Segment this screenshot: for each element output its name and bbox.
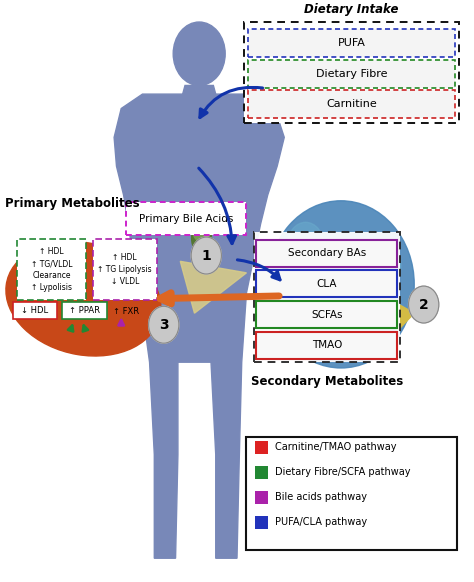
Circle shape xyxy=(288,222,323,266)
Text: PUFA: PUFA xyxy=(337,38,365,48)
Text: Secondary BAs: Secondary BAs xyxy=(288,248,366,258)
FancyBboxPatch shape xyxy=(244,22,459,123)
Text: 1: 1 xyxy=(201,249,211,262)
Ellipse shape xyxy=(191,222,211,254)
FancyBboxPatch shape xyxy=(256,301,397,328)
Circle shape xyxy=(336,239,366,276)
Circle shape xyxy=(173,22,225,86)
Text: SCFAs: SCFAs xyxy=(311,310,343,320)
FancyBboxPatch shape xyxy=(126,202,246,235)
Text: 2: 2 xyxy=(419,297,428,311)
FancyBboxPatch shape xyxy=(62,301,107,319)
Polygon shape xyxy=(180,261,246,313)
Circle shape xyxy=(341,293,363,320)
FancyBboxPatch shape xyxy=(17,239,86,300)
Text: Dietary Fibre/SCFA pathway: Dietary Fibre/SCFA pathway xyxy=(275,467,410,477)
Text: Carnitine/TMAO pathway: Carnitine/TMAO pathway xyxy=(275,442,396,452)
FancyBboxPatch shape xyxy=(255,491,268,504)
Text: ↓ HDL: ↓ HDL xyxy=(21,306,48,315)
Circle shape xyxy=(316,275,358,327)
Circle shape xyxy=(409,286,439,323)
Circle shape xyxy=(344,246,370,278)
Circle shape xyxy=(314,285,335,310)
FancyBboxPatch shape xyxy=(248,29,456,57)
Text: Dietary Fibre: Dietary Fibre xyxy=(316,69,387,79)
Circle shape xyxy=(302,253,334,292)
FancyBboxPatch shape xyxy=(248,59,456,88)
FancyBboxPatch shape xyxy=(246,437,457,549)
Circle shape xyxy=(369,246,401,285)
FancyBboxPatch shape xyxy=(256,240,397,267)
Text: ↑ FXR: ↑ FXR xyxy=(113,307,139,316)
Text: Primary Metabolites: Primary Metabolites xyxy=(5,197,140,210)
Text: Bile acids pathway: Bile acids pathway xyxy=(275,492,367,502)
Circle shape xyxy=(149,306,179,343)
Text: ↑ HDL
↑ TG Lipolysis
↓ VLDL: ↑ HDL ↑ TG Lipolysis ↓ VLDL xyxy=(98,253,152,286)
Text: Secondary Metabolites: Secondary Metabolites xyxy=(251,375,403,388)
Ellipse shape xyxy=(6,242,161,356)
Polygon shape xyxy=(182,86,216,94)
FancyBboxPatch shape xyxy=(254,232,400,362)
Ellipse shape xyxy=(268,201,414,368)
Polygon shape xyxy=(379,293,414,331)
Text: Primary Bile Acids: Primary Bile Acids xyxy=(139,214,233,223)
Text: ↑ PPAR: ↑ PPAR xyxy=(69,306,100,315)
Polygon shape xyxy=(114,94,284,558)
FancyBboxPatch shape xyxy=(93,239,156,300)
FancyBboxPatch shape xyxy=(12,301,57,319)
Text: 3: 3 xyxy=(159,318,169,332)
Text: ↑ HDL
↑ TG/VLDL
Clearance
↑ Lypolisis: ↑ HDL ↑ TG/VLDL Clearance ↑ Lypolisis xyxy=(31,247,72,292)
Text: Dietary Intake: Dietary Intake xyxy=(304,3,399,16)
FancyBboxPatch shape xyxy=(256,332,397,359)
FancyBboxPatch shape xyxy=(255,516,268,529)
Circle shape xyxy=(191,237,221,274)
FancyBboxPatch shape xyxy=(255,466,268,479)
Text: TMAO: TMAO xyxy=(311,340,342,350)
Text: CLA: CLA xyxy=(317,279,337,289)
Circle shape xyxy=(193,221,210,242)
Text: PUFA/CLA pathway: PUFA/CLA pathway xyxy=(275,517,367,527)
FancyBboxPatch shape xyxy=(248,90,456,118)
Text: Carnitine: Carnitine xyxy=(326,100,377,109)
FancyBboxPatch shape xyxy=(256,270,397,297)
FancyBboxPatch shape xyxy=(255,441,268,454)
Polygon shape xyxy=(294,282,322,319)
